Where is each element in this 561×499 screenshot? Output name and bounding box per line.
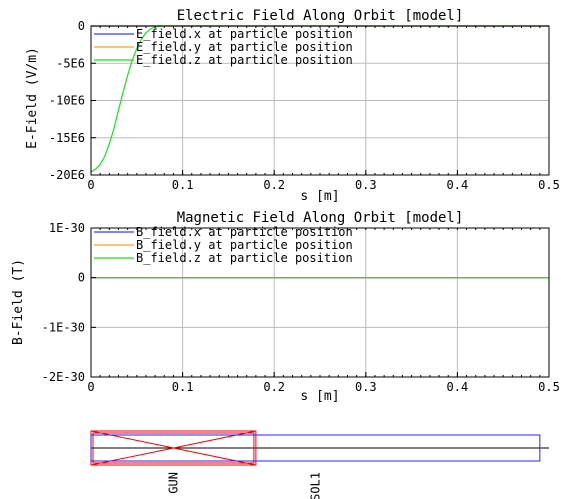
magnetic-field-xlabel: s [m]: [300, 389, 339, 404]
x-tick-label: 0.3: [355, 178, 377, 192]
x-tick-label: 0.2: [263, 178, 285, 192]
legend-label-b-field-x-at-particle-position: B_field.x at particle position: [136, 225, 353, 239]
y-tick-label: -10E6: [49, 94, 85, 108]
y-tick-label: -5E6: [56, 56, 85, 70]
legend-label-e-field-z-at-particle-position: E_field.z at particle position: [136, 53, 353, 67]
y-tick-label: 0: [78, 271, 85, 285]
x-tick-label: 0.5: [538, 178, 560, 192]
lattice-element-sol1: [90, 434, 541, 462]
lattice-layout: GUN SOL1: [90, 430, 549, 499]
y-tick-label: -20E6: [49, 168, 85, 182]
x-tick-label: 0.1: [172, 178, 194, 192]
y-tick-label: -15E6: [49, 131, 85, 145]
x-tick-label: 0.5: [538, 380, 560, 394]
electric-field-ticks: 0 0.1 0.2 0.3 0.4 0.5 0 -5E6 -10E6 -15E6 -20E6: [49, 19, 560, 192]
electric-field-legend: E_field.x at particle positionE_field.y …: [94, 27, 353, 67]
electric-field-title: Electric Field Along Orbit [model]: [177, 8, 464, 24]
y-tick-label: -1E-30: [42, 320, 85, 334]
magnetic-field-title: Magnetic Field Along Orbit [model]: [177, 210, 464, 226]
magnetic-field-ticks: 0 0.1 0.2 0.3 0.4 0.5 1E-30 0 -1E-30 -2E-30: [42, 221, 560, 394]
x-tick-label: 0.2: [263, 380, 285, 394]
electric-field-panel: Electric Field Along Orbit [model] 0 0.1 0…: [25, 8, 560, 204]
magnetic-field-ylabel: B-Field (T): [11, 259, 26, 345]
lattice-label-sol1: SOL1: [308, 472, 322, 499]
x-tick-label: 0.1: [172, 380, 194, 394]
electric-field-xlabel: s [m]: [300, 189, 339, 204]
legend-label-e-field-x-at-particle-position: E_field.x at particle position: [136, 27, 353, 41]
legend-label-b-field-z-at-particle-position: B_field.z at particle position: [136, 251, 353, 265]
x-tick-label: 0: [87, 178, 94, 192]
y-tick-label: -2E-30: [42, 370, 85, 384]
magnetic-field-legend: B_field.x at particle positionB_field.y …: [94, 225, 353, 265]
x-tick-label: 0.4: [447, 380, 469, 394]
y-tick-label: 1E-30: [49, 221, 85, 235]
x-tick-label: 0.3: [355, 380, 377, 394]
legend-label-b-field-y-at-particle-position: B_field.y at particle position: [136, 238, 353, 252]
lattice-cross-line: [90, 430, 256, 466]
x-tick-label: 0.4: [447, 178, 469, 192]
legend-label-e-field-y-at-particle-position: E_field.y at particle position: [136, 40, 353, 54]
y-tick-label: 0: [78, 19, 85, 33]
electric-field-ylabel: E-Field (V/m): [25, 47, 40, 149]
x-tick-label: 0: [87, 380, 94, 394]
magnetic-field-panel: Magnetic Field Along Orbit [model] 0 0.1 0…: [11, 210, 560, 404]
lattice-inner-box: [92, 432, 255, 464]
lattice-label-gun: GUN: [166, 472, 180, 494]
